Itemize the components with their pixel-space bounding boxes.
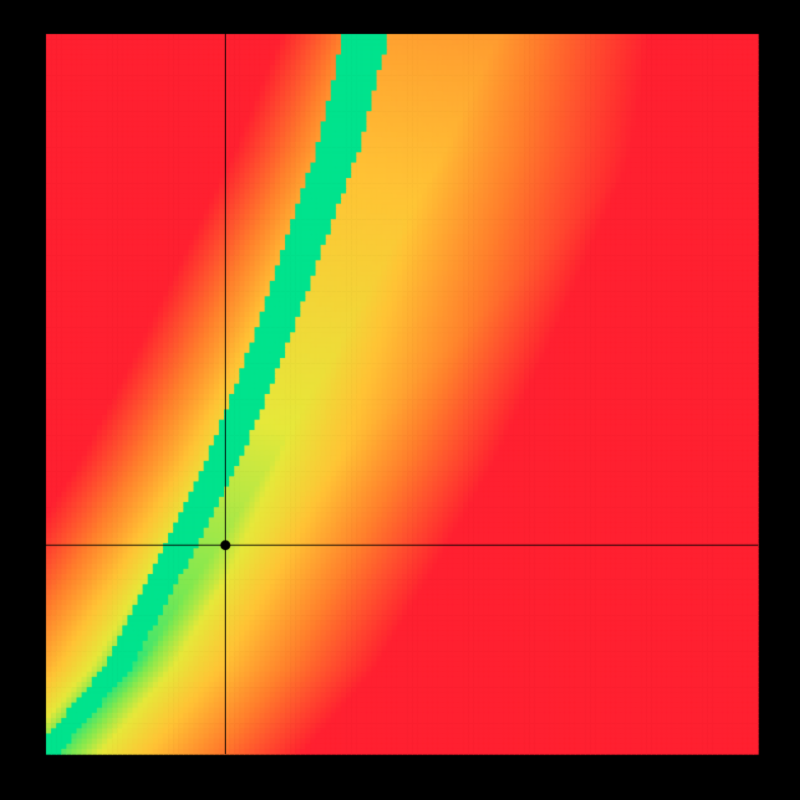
bottleneck-heatmap — [0, 0, 800, 800]
chart-container: TheBottleneck.com — [0, 0, 800, 800]
